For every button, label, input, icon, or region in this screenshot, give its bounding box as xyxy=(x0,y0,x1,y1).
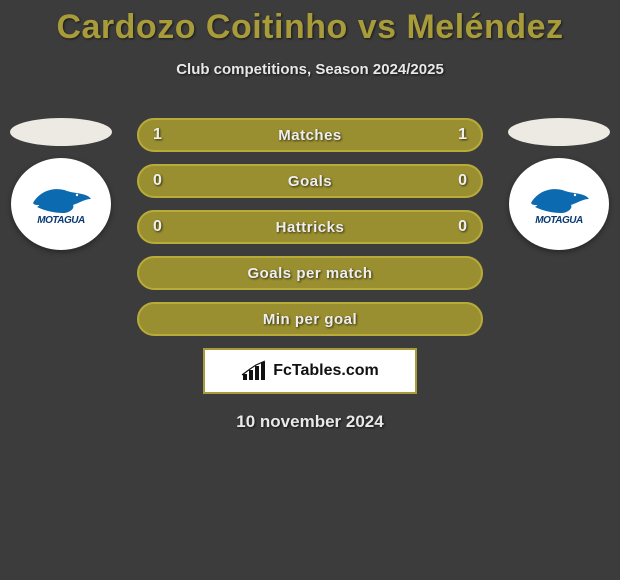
brand-text: FcTables.com xyxy=(273,362,379,380)
stat-right-value: 0 xyxy=(458,172,467,190)
player-right-slot: MOTAGUA xyxy=(504,118,614,248)
stat-row-hattricks: 0 Hattricks 0 xyxy=(137,210,483,244)
stat-left-value: 1 xyxy=(153,126,162,144)
eagle-icon xyxy=(27,183,95,217)
stat-right-value: 0 xyxy=(458,218,467,236)
stat-left-value: 0 xyxy=(153,218,162,236)
player-left-slot: MOTAGUA xyxy=(6,118,116,248)
brand-box[interactable]: FcTables.com xyxy=(203,348,417,394)
page-title: Cardozo Coitinho vs Meléndez xyxy=(0,0,620,47)
player-left-club-name: MOTAGUA xyxy=(37,215,84,226)
stat-label: Hattricks xyxy=(276,219,345,236)
stat-row-goals-per-match: Goals per match xyxy=(137,256,483,290)
player-left-photo xyxy=(10,118,112,146)
stat-row-matches: 1 Matches 1 xyxy=(137,118,483,152)
eagle-icon xyxy=(525,183,593,217)
stat-label: Goals xyxy=(288,173,332,190)
stat-label: Goals per match xyxy=(247,265,372,282)
stat-label: Min per goal xyxy=(263,311,357,328)
stat-label: Matches xyxy=(278,127,342,144)
player-right-club-badge: MOTAGUA xyxy=(509,158,609,250)
player-right-club-name: MOTAGUA xyxy=(535,215,582,226)
player-right-photo xyxy=(508,118,610,146)
comparison-area: MOTAGUA MOTAGUA 1 Matches 1 0 Goals 0 0 … xyxy=(0,118,620,432)
stat-row-min-per-goal: Min per goal xyxy=(137,302,483,336)
stat-row-goals: 0 Goals 0 xyxy=(137,164,483,198)
subtitle: Club competitions, Season 2024/2025 xyxy=(0,61,620,78)
date-text: 10 november 2024 xyxy=(0,412,620,432)
stat-left-value: 0 xyxy=(153,172,162,190)
stat-right-value: 1 xyxy=(458,126,467,144)
bar-chart-icon xyxy=(241,360,269,382)
player-left-club-badge: MOTAGUA xyxy=(11,158,111,250)
